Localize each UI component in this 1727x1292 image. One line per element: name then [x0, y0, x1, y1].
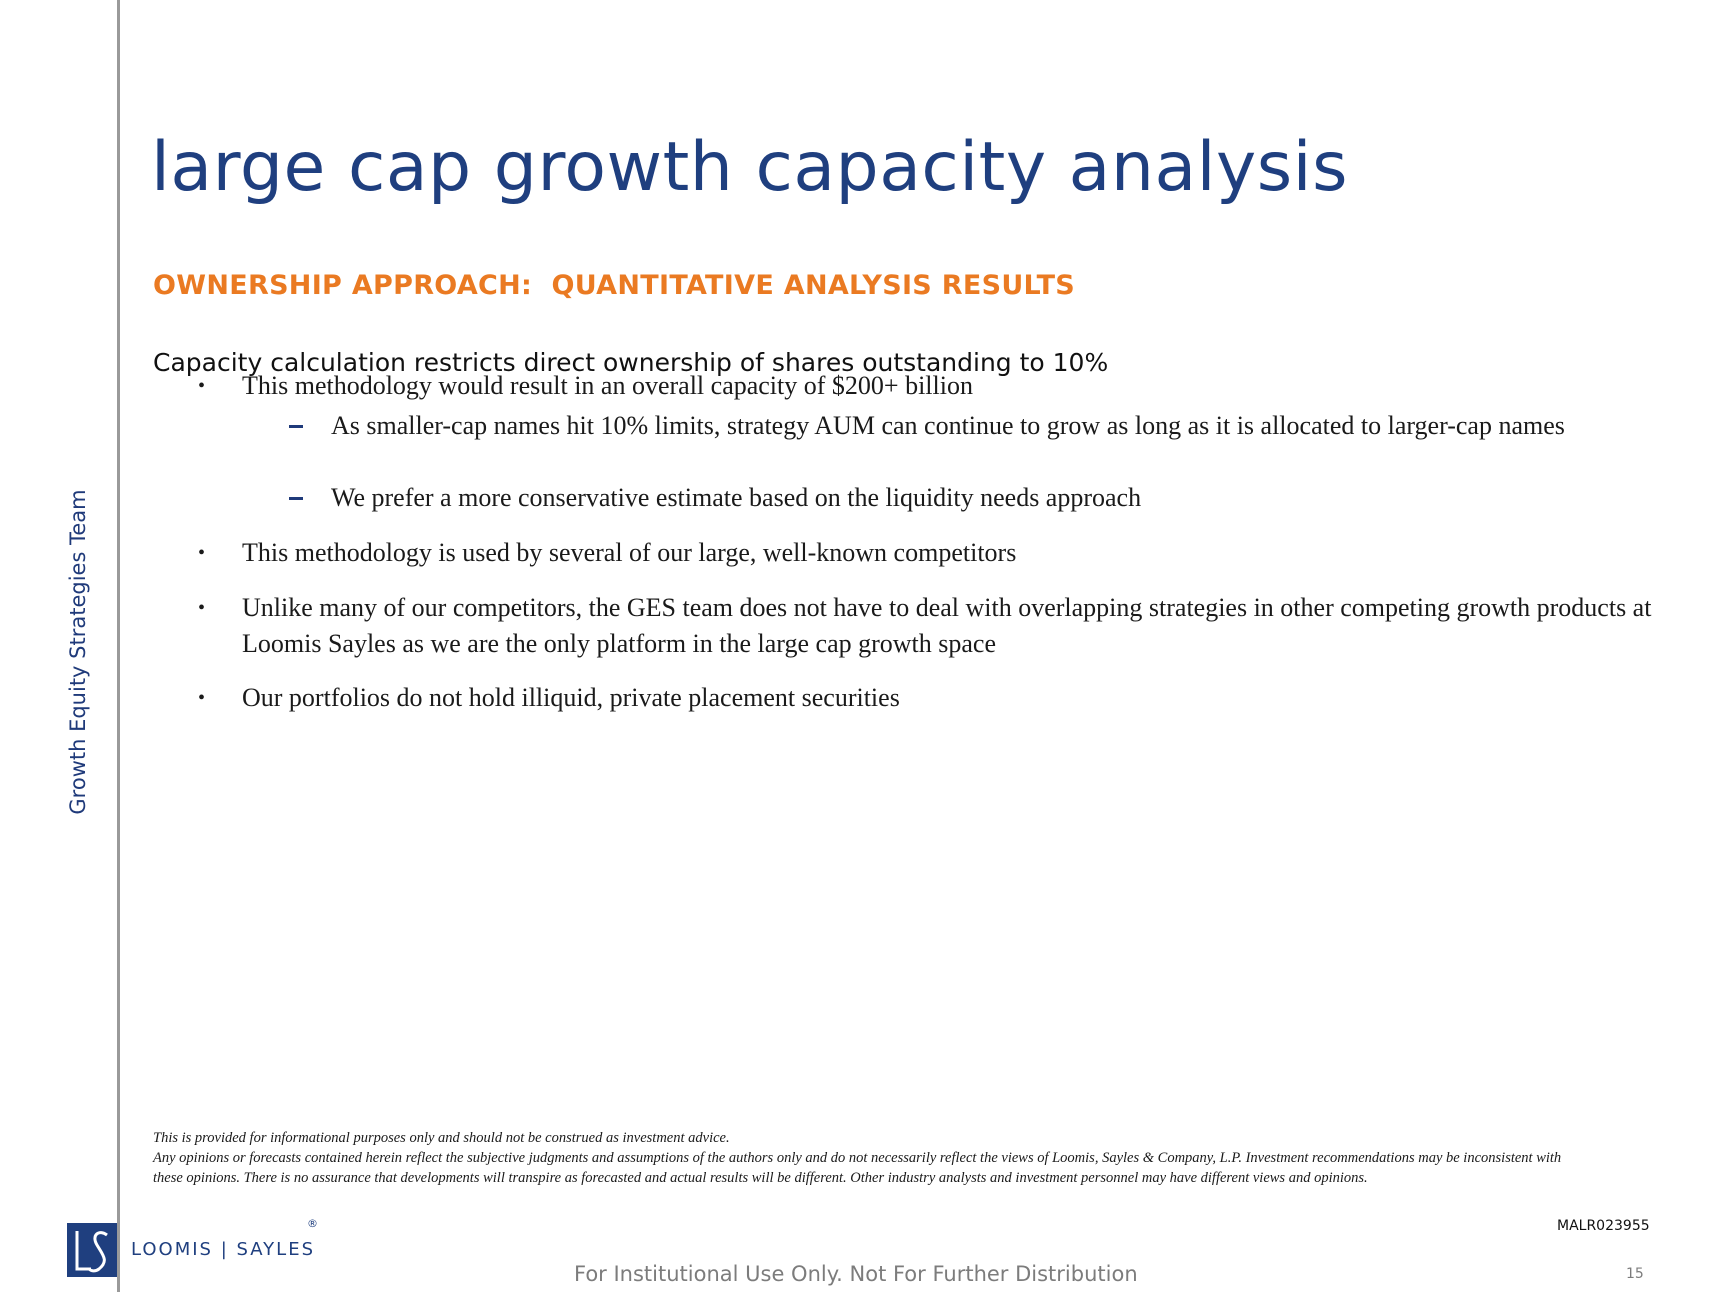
disclaimer: This is provided for informational purpo…	[153, 1128, 1573, 1188]
section-heading: OWNERSHIP APPROACH: QUANTITATIVE ANALYSI…	[153, 270, 1076, 301]
ls-monogram-icon	[67, 1223, 117, 1277]
bullet-marker: •	[198, 597, 206, 619]
dash-marker	[289, 497, 303, 500]
sub-bullet-text: As smaller-cap names hit 10% limits, str…	[331, 411, 1565, 440]
footer-note: For Institutional Use Only. Not For Furt…	[574, 1262, 1138, 1286]
registered-mark: ®	[307, 1217, 318, 1230]
bullet-item: • This methodology would result in an ov…	[198, 368, 1662, 404]
slide-title: large cap growth capacity analysis	[151, 128, 1349, 207]
lead-statement: Capacity calculation restricts direct ow…	[153, 348, 1109, 377]
page-number: 15	[1626, 1266, 1644, 1282]
bullet-marker: •	[198, 542, 206, 564]
company-logo: LOOMIS | SAYLES ®	[67, 1217, 327, 1277]
logo-wordmark: LOOMIS | SAYLES	[131, 1239, 315, 1260]
disclaimer-line: Any opinions or forecasts contained here…	[153, 1150, 1562, 1186]
bates-number: MALR023955	[1557, 1218, 1650, 1234]
sub-bullet-item: As smaller-cap names hit 10% limits, str…	[289, 408, 1661, 444]
dash-marker	[289, 425, 303, 428]
bullet-item: • This methodology is used by several of…	[198, 535, 1662, 571]
side-label: Growth Equity Strategies Team	[66, 489, 90, 815]
bullet-text: Unlike many of our competitors, the GES …	[242, 593, 1652, 658]
logo-mark-icon	[67, 1223, 117, 1277]
bullet-text: This methodology would result in an over…	[242, 371, 973, 400]
bullet-marker: •	[198, 687, 206, 709]
sub-bullet-text: We prefer a more conservative estimate b…	[331, 483, 1142, 512]
bullet-item: • Our portfolios do not hold illiquid, p…	[198, 680, 1662, 716]
bullet-marker: •	[198, 375, 206, 397]
bullet-text: Our portfolios do not hold illiquid, pri…	[242, 683, 900, 712]
disclaimer-line: This is provided for informational purpo…	[153, 1130, 730, 1146]
side-divider	[117, 0, 120, 1292]
sub-bullet-item: We prefer a more conservative estimate b…	[289, 480, 1661, 516]
bullet-text: This methodology is used by several of o…	[242, 538, 1017, 567]
bullet-item: • Unlike many of our competitors, the GE…	[198, 590, 1662, 662]
